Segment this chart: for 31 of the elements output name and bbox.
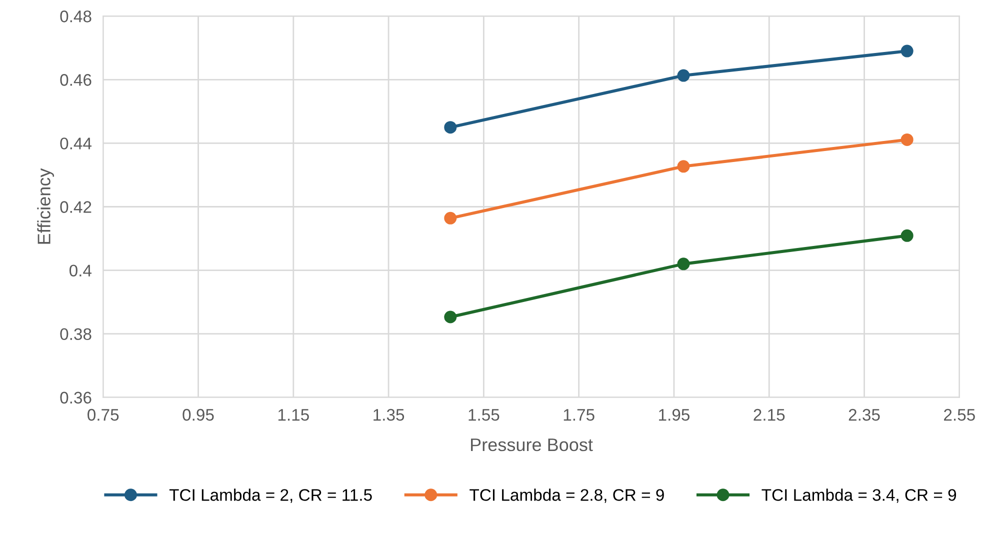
y-tick-label: 0.38 <box>60 328 92 340</box>
point <box>444 310 457 324</box>
x-tick-label: 1.95 <box>659 408 690 421</box>
x-tick-label: 1.15 <box>278 409 309 421</box>
x-tick-label: 0.75 <box>88 408 119 421</box>
x-tick-label: 1.75 <box>564 409 594 421</box>
legend-label: TCI Lambda = 2, CR = 11.5 <box>169 488 372 503</box>
x-tick-label: 2.55 <box>944 408 975 421</box>
y-axis-title: Efficiency <box>37 168 54 244</box>
x-tick-label: 1.55 <box>468 409 500 421</box>
x-tick-label: 2.35 <box>848 408 880 421</box>
y-tick-label: 0.46 <box>60 74 92 86</box>
point <box>444 121 457 134</box>
x-tick-label: 1.35 <box>374 408 404 421</box>
y-tick-label: 0.36 <box>60 392 92 404</box>
y-tick-label: 0.42 <box>60 201 92 213</box>
x-tick-label: 2.15 <box>754 408 785 421</box>
y-tick-label: 0.4 <box>69 264 92 276</box>
point <box>900 133 914 146</box>
point <box>677 258 690 270</box>
point <box>677 69 690 82</box>
y-tick-label: 0.48 <box>60 10 92 22</box>
x-axis-title: Pressure Boost <box>471 438 593 452</box>
point <box>900 229 914 242</box>
x-tick-label: 0.95 <box>182 408 214 421</box>
legend-label: TCI Lambda = 2.8, CR = 9 <box>470 488 664 503</box>
legend-label: TCI Lambda = 3.4, CR = 9 <box>762 488 956 503</box>
y-tick-label: 0.44 <box>60 138 92 150</box>
point <box>444 212 457 224</box>
point <box>677 160 690 173</box>
point <box>900 44 914 58</box>
